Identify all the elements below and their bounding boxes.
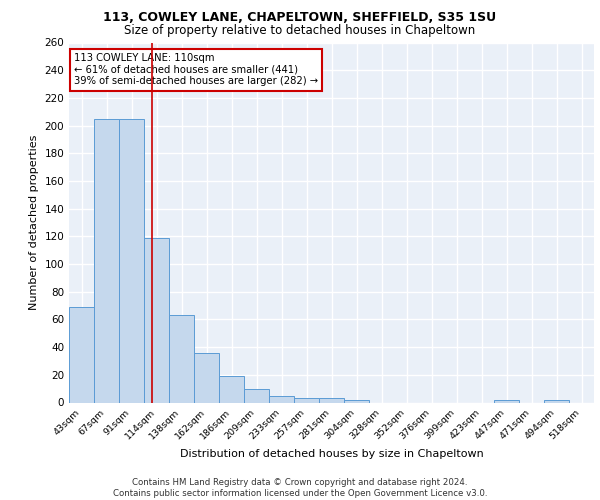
Text: Size of property relative to detached houses in Chapeltown: Size of property relative to detached ho… [124, 24, 476, 37]
Bar [94, 118, 119, 403]
Bar [244, 388, 269, 402]
Bar [144, 238, 169, 402]
Text: 113 COWLEY LANE: 110sqm
← 61% of detached houses are smaller (441)
39% of semi-d: 113 COWLEY LANE: 110sqm ← 61% of detache… [74, 54, 319, 86]
X-axis label: Distribution of detached houses by size in Chapeltown: Distribution of detached houses by size … [179, 450, 484, 460]
Text: Contains HM Land Registry data © Crown copyright and database right 2024.
Contai: Contains HM Land Registry data © Crown c… [113, 478, 487, 498]
Bar [344, 400, 369, 402]
Bar [319, 398, 344, 402]
Bar [194, 352, 219, 403]
Bar [169, 316, 194, 402]
Bar [494, 400, 519, 402]
Bar [544, 400, 569, 402]
Bar [119, 118, 144, 403]
Bar [69, 307, 94, 402]
Bar [294, 398, 319, 402]
Y-axis label: Number of detached properties: Number of detached properties [29, 135, 39, 310]
Bar [269, 396, 294, 402]
Text: 113, COWLEY LANE, CHAPELTOWN, SHEFFIELD, S35 1SU: 113, COWLEY LANE, CHAPELTOWN, SHEFFIELD,… [103, 11, 497, 24]
Bar [219, 376, 244, 402]
